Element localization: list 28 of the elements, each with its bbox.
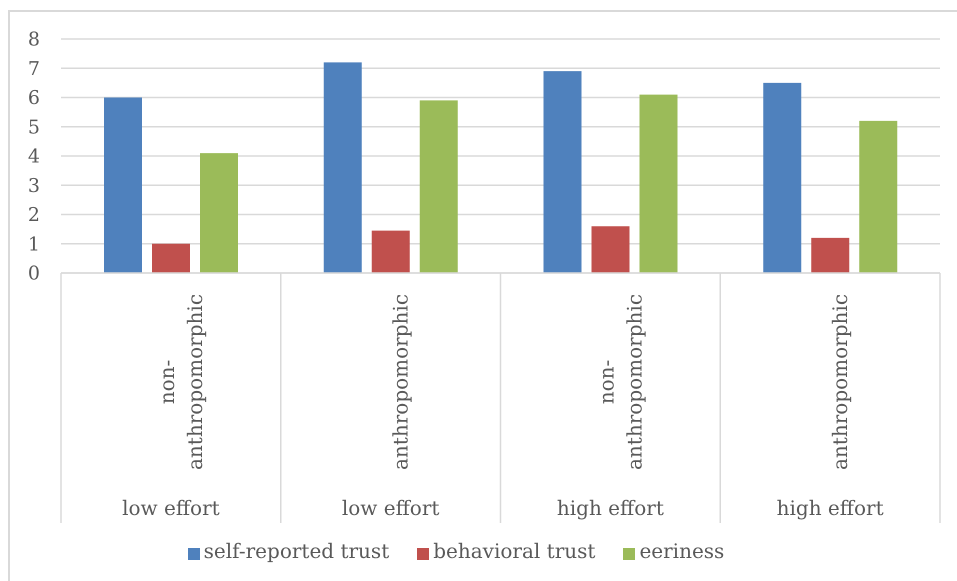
bar xyxy=(104,98,142,273)
category-label: anthropomorphic low effort xyxy=(342,294,440,520)
y-tick-label: 5 xyxy=(28,116,40,138)
bar xyxy=(544,71,582,273)
y-tick-label: 3 xyxy=(28,174,40,197)
bar xyxy=(859,120,898,273)
y-tick-label: 2 xyxy=(28,204,40,226)
bar xyxy=(200,153,238,273)
bar xyxy=(152,244,190,273)
bar xyxy=(640,94,678,273)
bar xyxy=(420,100,458,273)
legend-label: behavioral trust xyxy=(433,539,596,563)
y-tick-label: 4 xyxy=(28,146,40,168)
y-tick-label: 0 xyxy=(28,262,40,285)
bar xyxy=(763,82,802,273)
bar xyxy=(811,238,850,273)
legend-label: self-reported trust xyxy=(204,539,390,563)
bar xyxy=(324,62,362,273)
bar xyxy=(372,230,410,273)
y-tick-label: 7 xyxy=(28,58,40,80)
category-label: non-anthropomorphic high effort xyxy=(556,294,664,520)
category-label: anthropomorphic high effort xyxy=(776,294,884,520)
y-tick-label: 6 xyxy=(28,87,40,110)
y-tick-label: 8 xyxy=(28,28,40,51)
y-tick-label: 1 xyxy=(28,233,40,256)
legend-label: eeriness xyxy=(639,539,724,563)
bar xyxy=(592,226,630,273)
category-label: non-anthropomorphic low effort xyxy=(122,294,220,520)
